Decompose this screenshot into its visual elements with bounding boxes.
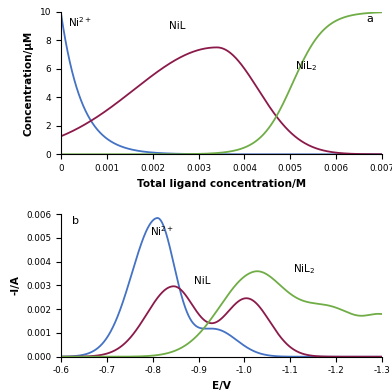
Text: b: b <box>72 216 79 226</box>
X-axis label: Total ligand concentration/M: Total ligand concentration/M <box>137 179 306 189</box>
Text: NiL$_2$: NiL$_2$ <box>295 59 318 73</box>
Text: Ni$^{2+}$: Ni$^{2+}$ <box>150 224 174 238</box>
Y-axis label: Concentration/μM: Concentration/μM <box>24 31 34 136</box>
Text: NiL: NiL <box>169 21 185 31</box>
Text: NiL: NiL <box>194 276 211 286</box>
Text: Ni$^{2+}$: Ni$^{2+}$ <box>68 16 92 29</box>
Text: NiL$_2$: NiL$_2$ <box>293 262 315 276</box>
Text: a: a <box>366 14 373 24</box>
X-axis label: E/V: E/V <box>212 381 231 391</box>
Y-axis label: -I/A: -I/A <box>10 276 20 296</box>
